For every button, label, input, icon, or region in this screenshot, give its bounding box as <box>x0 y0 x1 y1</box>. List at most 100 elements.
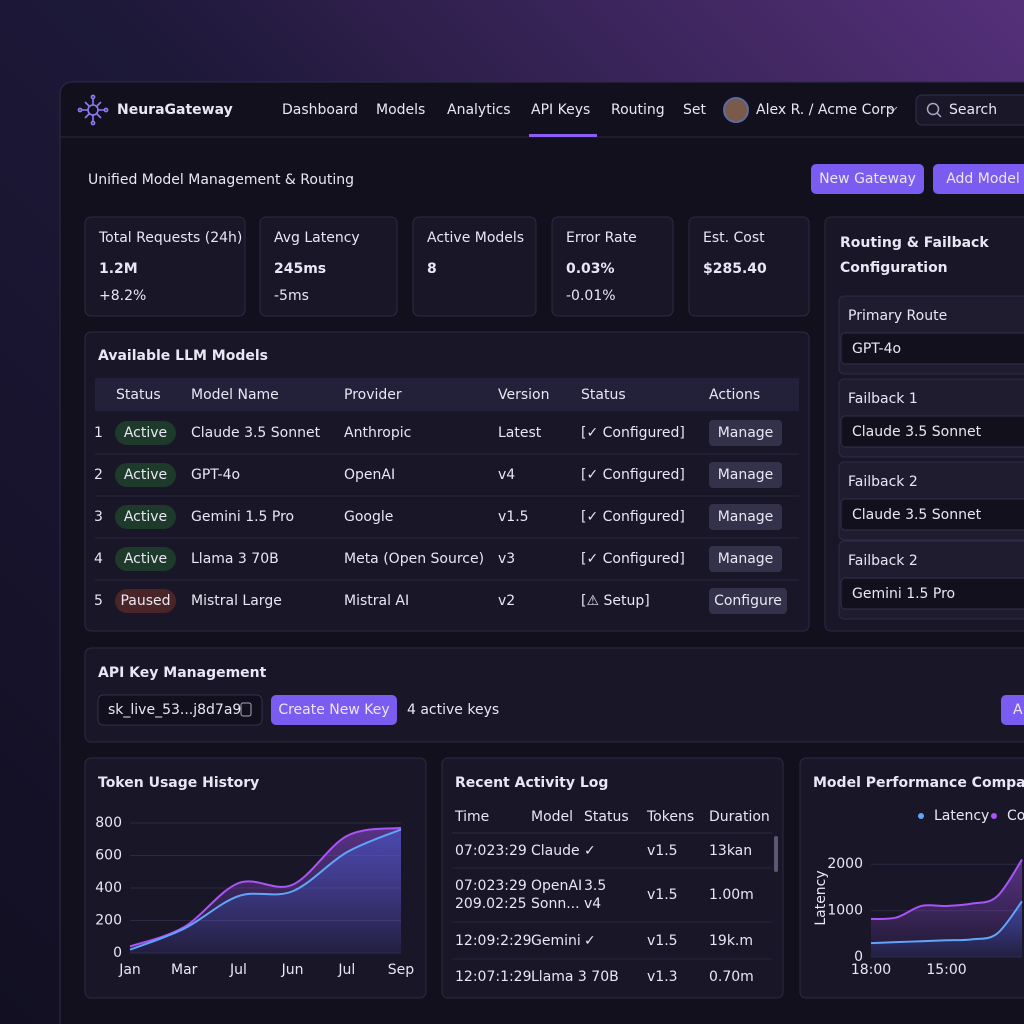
config-status: [✓ Configured] <box>581 509 685 525</box>
log-cell: 19k.m <box>709 933 753 949</box>
row-index: 3 <box>94 509 103 525</box>
primary-button[interactable] <box>933 164 1024 194</box>
stat-value: $285.40 <box>703 261 767 277</box>
legend-swatch <box>991 813 997 819</box>
x-tick-label: Jul <box>229 962 247 978</box>
log-cell: v1.5 <box>647 843 678 859</box>
y-tick-label: 400 <box>95 880 122 896</box>
row-index: 2 <box>94 467 103 483</box>
nav-active-indicator <box>529 134 597 137</box>
route-value[interactable]: Gemini 1.5 Pro <box>852 586 955 602</box>
user-name[interactable]: Alex R. / Acme Corp <box>756 102 895 118</box>
table-header: Status <box>581 387 626 403</box>
config-status: [✓ Configured] <box>581 467 685 483</box>
log-cell: v4 <box>584 896 601 912</box>
table-header: Time <box>454 809 489 825</box>
status-text: Paused <box>120 593 170 609</box>
action-label[interactable]: Manage <box>718 467 774 483</box>
action-button[interactable] <box>709 588 787 614</box>
chevron[interactable] <box>888 106 898 112</box>
status-pill <box>115 421 176 445</box>
button-label[interactable]: New Gateway <box>819 171 916 187</box>
route-label: Failback 1 <box>848 391 918 407</box>
x-tick-label: 18:00 <box>851 962 891 978</box>
status-text: Active <box>124 551 167 567</box>
route-value[interactable]: Claude 3.5 Sonnet <box>852 507 982 523</box>
action-label[interactable]: Configure <box>714 593 782 609</box>
version: v4 <box>498 467 515 483</box>
route-label: Primary Route <box>848 308 947 324</box>
provider: Google <box>344 509 393 525</box>
version: v2 <box>498 593 515 609</box>
button-label[interactable]: Create New Key <box>278 702 389 718</box>
y-tick-label: 1000 <box>827 903 863 919</box>
y-tick-label: 0 <box>854 949 863 965</box>
button-label[interactable]: Add Model <box>946 171 1020 187</box>
y-tick-label: 2000 <box>827 856 863 872</box>
nav-item[interactable]: Set <box>683 102 707 118</box>
version: v3 <box>498 551 515 567</box>
action-button[interactable] <box>709 420 782 446</box>
series-area <box>871 859 1022 957</box>
primary-button[interactable] <box>1001 695 1024 725</box>
activity-panel <box>441 757 784 999</box>
primary-button[interactable] <box>271 695 397 725</box>
route-value[interactable]: GPT-4o <box>852 341 901 357</box>
nav-item[interactable]: Analytics <box>447 102 511 118</box>
search-placeholder[interactable]: Search <box>949 102 997 118</box>
status-pill <box>115 547 176 571</box>
model-name: GPT-4o <box>191 467 240 483</box>
action-button[interactable] <box>709 546 782 572</box>
copy-icon[interactable] <box>240 702 252 717</box>
log-cell: v1.5 <box>647 887 678 903</box>
log-cell: 0.70m <box>709 969 754 985</box>
action-button[interactable] <box>709 504 782 530</box>
stat-card <box>412 216 537 317</box>
route-select[interactable] <box>840 498 1024 531</box>
action-label[interactable]: Manage <box>718 551 774 567</box>
route-select[interactable] <box>840 577 1024 610</box>
api-key: sk_live_53...j8d7a9 <box>108 702 241 718</box>
config-status: [⚠ Setup] <box>581 593 650 609</box>
action-label[interactable]: Manage <box>718 509 774 525</box>
route-select[interactable] <box>840 332 1024 365</box>
nav-item[interactable]: Dashboard <box>282 102 358 118</box>
action-label[interactable]: Manage <box>718 425 774 441</box>
series-line <box>129 828 402 951</box>
panel-title: API Key Management <box>98 665 267 681</box>
logo <box>77 94 109 126</box>
stat-delta: +8.2% <box>99 288 146 304</box>
y-tick-label: 200 <box>95 913 122 929</box>
table-header: Status <box>116 387 161 403</box>
route-select[interactable] <box>840 415 1024 448</box>
row-index: 1 <box>94 425 103 441</box>
button-label[interactable]: A <box>1013 702 1023 718</box>
table-header: Model Name <box>191 387 279 403</box>
series-area <box>130 829 401 953</box>
key-count: 4 active keys <box>407 702 499 718</box>
x-tick-label: Jul <box>337 962 355 978</box>
legend-label: Latency <box>934 808 989 824</box>
nav-item[interactable]: Models <box>376 102 425 118</box>
stat-value: 1.2M <box>99 261 138 277</box>
table-header: Status <box>584 809 629 825</box>
model-name: Gemini 1.5 Pro <box>191 509 294 525</box>
chart-title: Token Usage History <box>98 775 259 791</box>
nav-item[interactable]: API Keys <box>531 102 590 118</box>
x-tick-label: Sep <box>388 962 415 978</box>
stat-label: Avg Latency <box>274 230 360 246</box>
series-line <box>870 900 1023 945</box>
series-line <box>129 826 402 948</box>
table-header-row <box>95 378 799 411</box>
provider: OpenAI <box>344 467 395 483</box>
nav-item[interactable]: Routing <box>611 102 665 118</box>
search-box[interactable] <box>915 94 1024 126</box>
legend-swatch <box>918 813 924 819</box>
y-tick-label: 800 <box>95 815 122 831</box>
avatar[interactable] <box>723 97 749 123</box>
route-value[interactable]: Claude 3.5 Sonnet <box>852 424 982 440</box>
log-cell: Llama 3 70B <box>531 969 619 985</box>
primary-button[interactable] <box>811 164 924 194</box>
action-button[interactable] <box>709 462 782 488</box>
